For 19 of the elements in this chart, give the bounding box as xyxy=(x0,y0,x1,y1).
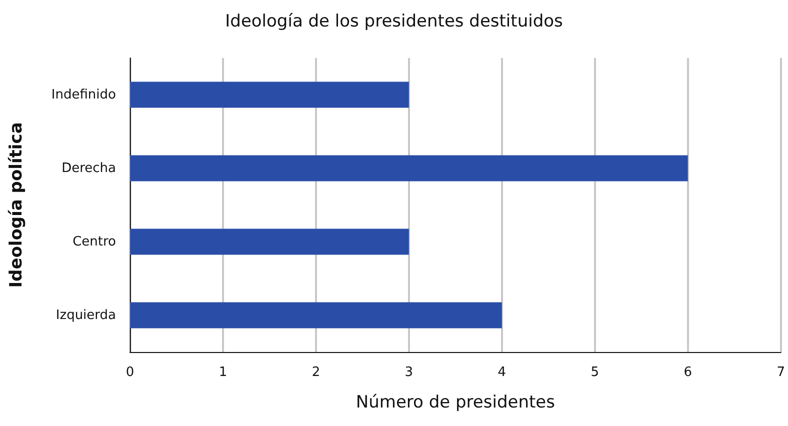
bar xyxy=(130,82,409,108)
x-axis-title: Número de presidentes xyxy=(356,392,556,412)
y-tick-label: Indefinido xyxy=(51,87,116,102)
x-tick-label: 2 xyxy=(312,365,320,380)
x-tick-label: 5 xyxy=(590,365,600,380)
x-tick-label: 4 xyxy=(498,365,506,380)
y-tick-label: Izquierda xyxy=(56,308,116,323)
y-tick-label: Centro xyxy=(72,234,116,250)
chart-title: Ideología de los presidentes destituidos xyxy=(225,12,563,32)
x-tick-label: 7 xyxy=(776,365,786,380)
y-axis-title: Ideología política xyxy=(6,122,26,288)
x-tick-label: 1 xyxy=(218,365,228,380)
bar xyxy=(130,228,409,255)
bar xyxy=(130,155,688,182)
x-tick-label: 3 xyxy=(404,365,414,380)
bar xyxy=(130,302,502,328)
x-tick-label: 6 xyxy=(684,365,692,380)
y-tick-label: Derecha xyxy=(62,160,116,176)
x-tick-label: 0 xyxy=(126,365,134,380)
